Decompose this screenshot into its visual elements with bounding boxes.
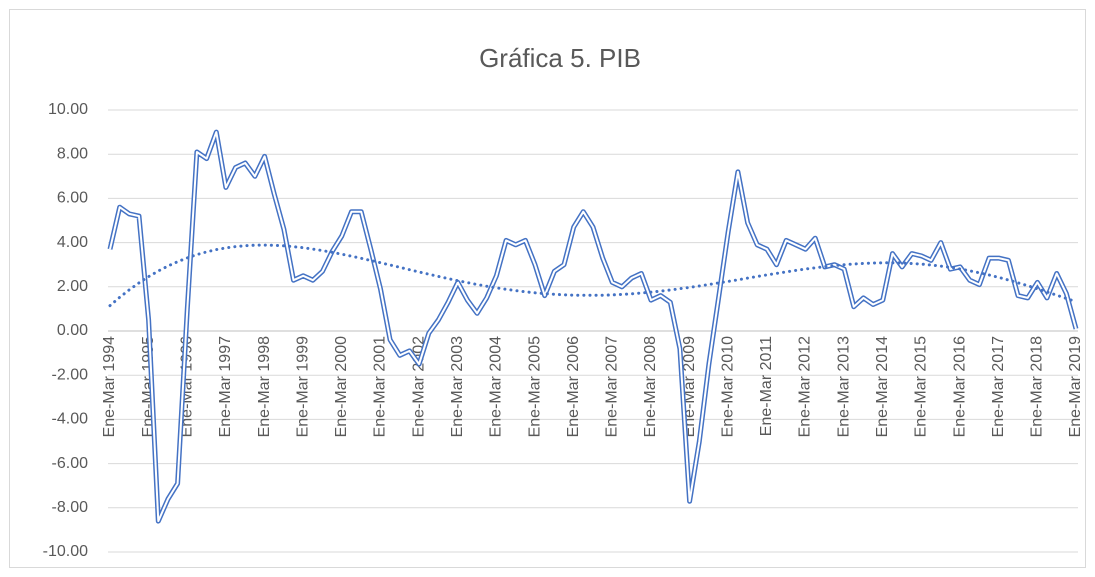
x-tick-label: Ene-Mar 2003: [449, 336, 466, 437]
trendline: [108, 243, 1078, 308]
x-tick-label: Ene-Mar 2013: [835, 336, 852, 437]
x-tick-label: Ene-Mar 1997: [217, 336, 234, 437]
chart-title: Gráfica 5. PIB: [479, 43, 641, 73]
x-tick-label: Ene-Mar 2018: [1029, 336, 1046, 437]
y-tick-label: 8.00: [57, 145, 88, 162]
y-tick-label: 0.00: [57, 322, 88, 339]
y-tick-label: -4.00: [52, 411, 89, 428]
y-tick-label: -10.00: [43, 543, 88, 560]
y-tick-label: 10.00: [48, 101, 88, 118]
line-series-inner: [109, 131, 1077, 523]
x-tick-label: Ene-Mar 2005: [526, 336, 543, 437]
y-tick-label: 2.00: [57, 278, 88, 295]
y-tick-label: -8.00: [52, 499, 89, 516]
x-tick-label: Ene-Mar 2001: [372, 336, 389, 437]
x-tick-label: Ene-Mar 2011: [758, 336, 775, 436]
x-tick-label: Ene-Mar 2017: [990, 336, 1007, 437]
x-tick-label: Ene-Mar 2000: [333, 336, 350, 437]
x-tick-label: Ene-Mar 2007: [604, 336, 621, 437]
y-tick-label: 6.00: [57, 190, 88, 207]
x-tick-label: Ene-Mar 2004: [488, 336, 505, 437]
x-tick-label: Ene-Mar 1998: [256, 336, 273, 437]
x-tick-label: Ene-Mar 1994: [101, 336, 118, 437]
x-tick-label: Ene-Mar 2008: [642, 336, 659, 437]
x-tick-label: Ene-Mar 2015: [913, 336, 930, 437]
y-tick-label: -2.00: [52, 366, 89, 383]
y-tick-label: -6.00: [52, 455, 89, 472]
x-tick-label: Ene-Mar 2016: [951, 336, 968, 437]
y-tick-label: 4.00: [57, 234, 88, 251]
x-tick-label: Ene-Mar 2012: [797, 336, 814, 437]
x-tick-label: Ene-Mar 2014: [874, 336, 891, 437]
x-tick-label: Ene-Mar 2006: [565, 336, 582, 437]
x-tick-label: Ene-Mar 2019: [1067, 336, 1084, 437]
x-tick-label: Ene-Mar 2010: [719, 336, 736, 437]
x-tick-label: Ene-Mar 1999: [294, 336, 311, 437]
